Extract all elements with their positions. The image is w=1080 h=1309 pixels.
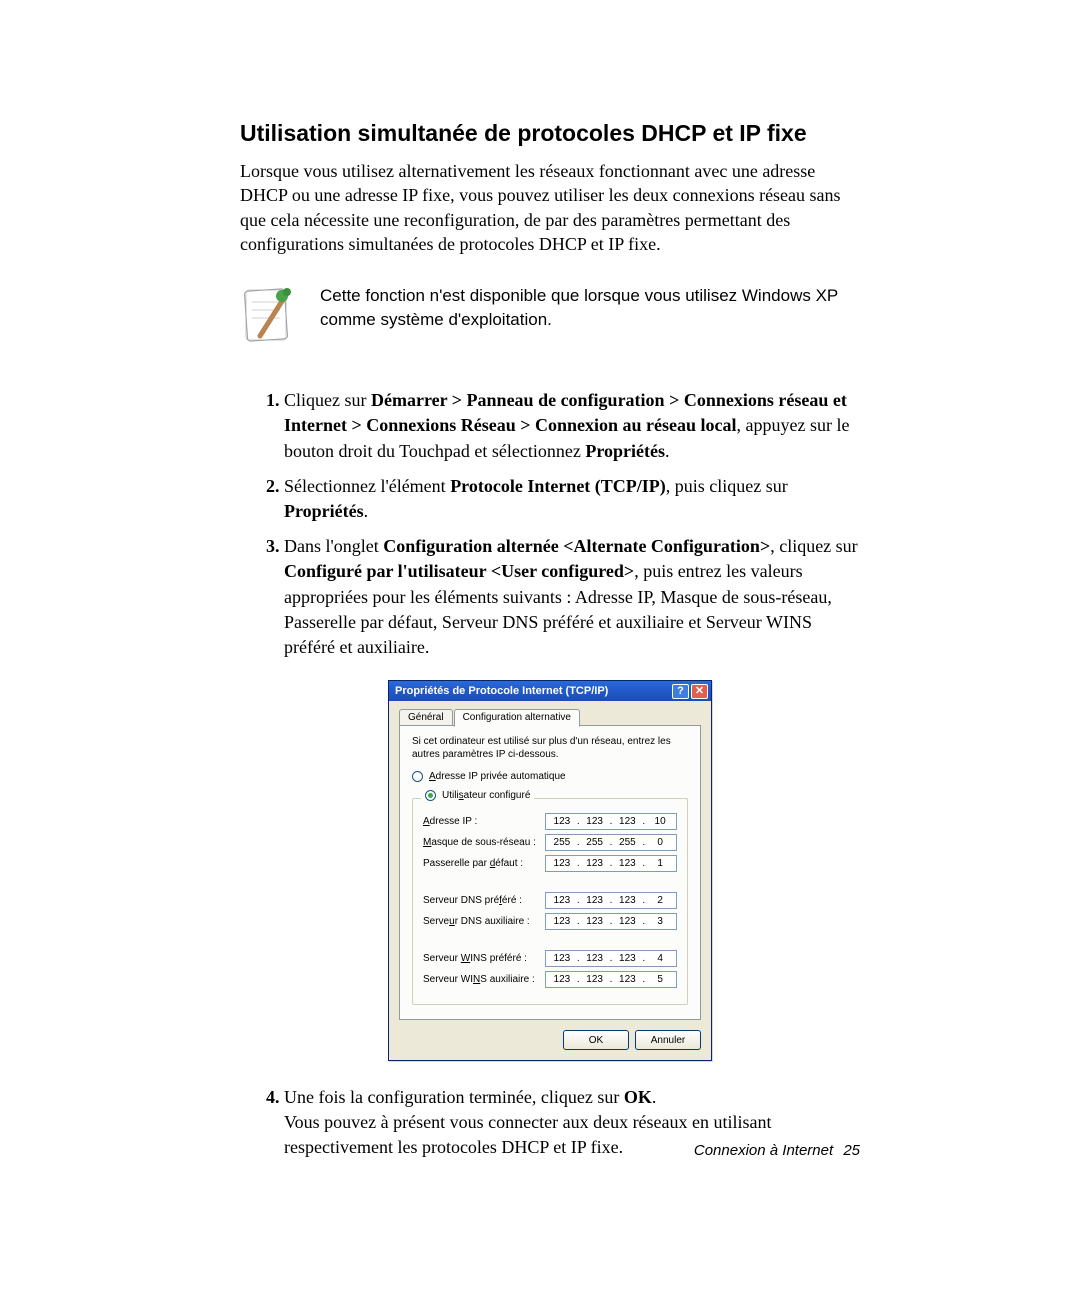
field-group-1: Adresse IP : 123.123.123.10 Masque de so… — [423, 813, 677, 872]
user-configured-group: Utilisateur configuré Adresse IP : 123.1… — [412, 798, 688, 1005]
field-ip-address: Adresse IP : 123.123.123.10 — [423, 813, 677, 830]
ip-input[interactable]: 123.123.123.2 — [545, 892, 677, 909]
tcpip-properties-dialog: Propriétés de Protocole Internet (TCP/IP… — [388, 680, 712, 1061]
field-label: Passerelle par défaut : — [423, 858, 523, 869]
step-text-bold: Protocole Internet (TCP/IP) — [450, 476, 666, 496]
ip-input[interactable]: 123.123.123.10 — [545, 813, 677, 830]
radio-user-configured[interactable]: Utilisateur configuré — [421, 790, 534, 801]
steps-list: Cliquez sur Démarrer > Panneau de config… — [240, 388, 860, 660]
step-text: Une fois la configuration terminée, cliq… — [284, 1087, 624, 1107]
field-default-gateway: Passerelle par défaut : 123.123.123.1 — [423, 855, 677, 872]
page-root: Utilisation simultanée de protocoles DHC… — [0, 0, 1080, 1309]
tab-panel: Si cet ordinateur est utilisé sur plus d… — [399, 725, 701, 1020]
page-footer: Connexion à Internet 25 — [694, 1142, 860, 1159]
step-text: Dans l'onglet — [284, 536, 383, 556]
tab-general[interactable]: Général — [399, 709, 453, 726]
cancel-button[interactable]: Annuler — [635, 1030, 701, 1050]
field-subnet-mask: Masque de sous-réseau : 255.255.255.0 — [423, 834, 677, 851]
field-label: Masque de sous-réseau : — [423, 837, 536, 848]
panel-instruction: Si cet ordinateur est utilisé sur plus d… — [412, 736, 688, 761]
step-text: Sélectionnez l'élément — [284, 476, 450, 496]
step-3: Dans l'onglet Configuration alternée <Al… — [284, 534, 860, 660]
footer-page-number: 25 — [843, 1142, 860, 1159]
ip-input[interactable]: 123.123.123.3 — [545, 913, 677, 930]
step-text-bold: Configuration alternée <Alternate Config… — [383, 536, 770, 556]
radio-icon — [425, 790, 436, 801]
help-button[interactable]: ? — [672, 684, 689, 699]
field-label: Serveur WINS préféré : — [423, 953, 527, 964]
tab-strip: Général Configuration alternative — [399, 709, 701, 726]
footer-text: Connexion à Internet — [694, 1142, 833, 1159]
field-group-3: Serveur WINS préféré : 123.123.123.4 Ser… — [423, 950, 677, 988]
field-group-2: Serveur DNS préféré : 123.123.123.2 Serv… — [423, 892, 677, 930]
note-text: Cette fonction n'est disponible que lors… — [320, 284, 860, 332]
step-1: Cliquez sur Démarrer > Panneau de config… — [284, 388, 860, 464]
dialog-screenshot: Propriétés de Protocole Internet (TCP/IP… — [240, 680, 860, 1061]
step-2: Sélectionnez l'élément Protocole Interne… — [284, 474, 860, 524]
radio-label: Utilisateur configuré — [442, 790, 530, 801]
step-text: , puis cliquez sur — [666, 476, 788, 496]
field-wins-alternate: Serveur WINS auxiliaire : 123.123.123.5 — [423, 971, 677, 988]
field-dns-preferred: Serveur DNS préféré : 123.123.123.2 — [423, 892, 677, 909]
field-label: Adresse IP : — [423, 816, 477, 827]
dialog-titlebar[interactable]: Propriétés de Protocole Internet (TCP/IP… — [389, 681, 711, 701]
close-button[interactable]: ✕ — [691, 684, 708, 699]
step-text: . — [665, 441, 670, 461]
ip-input[interactable]: 255.255.255.0 — [545, 834, 677, 851]
step-text-bold: Propriétés — [585, 441, 665, 461]
radio-label: Adresse IP privée automatique — [429, 771, 566, 782]
step-text-bold: OK — [624, 1087, 652, 1107]
ok-button[interactable]: OK — [563, 1030, 629, 1050]
step-text-bold: Configuré par l'utilisateur <User config… — [284, 561, 634, 581]
note-block: Cette fonction n'est disponible que lors… — [240, 284, 860, 348]
field-label: Serveur DNS préféré : — [423, 895, 522, 906]
dialog-title: Propriétés de Protocole Internet (TCP/IP… — [395, 685, 608, 697]
ip-input[interactable]: 123.123.123.5 — [545, 971, 677, 988]
radio-icon — [412, 771, 423, 782]
note-icon — [240, 284, 296, 348]
step-text: . — [652, 1087, 657, 1107]
radio-auto-ip[interactable]: Adresse IP privée automatique — [412, 771, 688, 782]
step-text: Cliquez sur — [284, 390, 371, 410]
field-dns-alternate: Serveur DNS auxiliaire : 123.123.123.3 — [423, 913, 677, 930]
step-text: , cliquez sur — [770, 536, 857, 556]
step-text: . — [364, 501, 369, 521]
field-wins-preferred: Serveur WINS préféré : 123.123.123.4 — [423, 950, 677, 967]
ip-input[interactable]: 123.123.123.4 — [545, 950, 677, 967]
ip-input[interactable]: 123.123.123.1 — [545, 855, 677, 872]
field-label: Serveur WINS auxiliaire : — [423, 974, 535, 985]
tab-alternate-config[interactable]: Configuration alternative — [454, 709, 580, 727]
intro-paragraph: Lorsque vous utilisez alternativement le… — [240, 159, 860, 256]
titlebar-buttons: ? ✕ — [672, 684, 708, 699]
field-label: Serveur DNS auxiliaire : — [423, 916, 530, 927]
dialog-buttons: OK Annuler — [399, 1030, 701, 1050]
dialog-body: Général Configuration alternative Si cet… — [389, 701, 711, 1060]
step-text-bold: Propriétés — [284, 501, 364, 521]
section-title: Utilisation simultanée de protocoles DHC… — [240, 120, 860, 147]
